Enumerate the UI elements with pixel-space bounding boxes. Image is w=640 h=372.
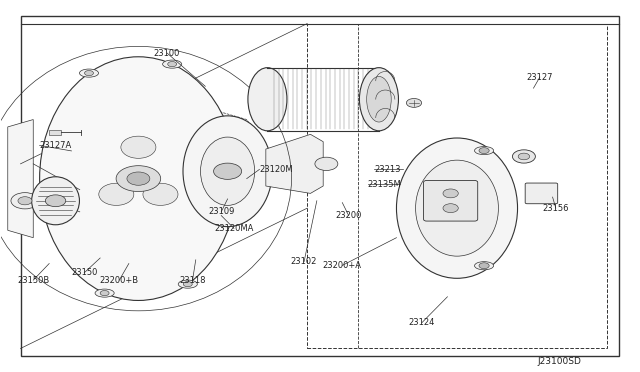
Text: 23102: 23102 (291, 257, 317, 266)
Text: 23109: 23109 (208, 207, 234, 217)
Circle shape (438, 197, 476, 219)
Circle shape (18, 197, 32, 205)
Text: 23200+A: 23200+A (323, 261, 362, 270)
Ellipse shape (99, 183, 134, 205)
Ellipse shape (143, 183, 178, 205)
Text: 23200+B: 23200+B (100, 276, 139, 285)
Text: 23135M: 23135M (368, 180, 401, 189)
Bar (49, 130, 61, 135)
Circle shape (513, 150, 536, 163)
Text: J23100SD: J23100SD (538, 357, 581, 366)
Text: 23213: 23213 (374, 165, 401, 174)
Ellipse shape (474, 147, 493, 155)
Circle shape (518, 153, 530, 160)
Polygon shape (170, 109, 266, 215)
Circle shape (45, 195, 66, 207)
Text: 23150: 23150 (71, 268, 97, 277)
Polygon shape (8, 119, 33, 238)
Text: 23118: 23118 (179, 276, 206, 285)
FancyBboxPatch shape (525, 183, 557, 204)
Text: 23156: 23156 (543, 203, 569, 213)
Circle shape (11, 193, 39, 209)
Circle shape (214, 163, 242, 179)
Polygon shape (266, 134, 323, 193)
Ellipse shape (415, 160, 499, 256)
Circle shape (127, 172, 150, 185)
Text: 23120M: 23120M (259, 165, 293, 174)
Ellipse shape (248, 68, 287, 131)
Ellipse shape (474, 262, 493, 270)
Text: 23127A: 23127A (40, 141, 72, 150)
Ellipse shape (163, 60, 182, 68)
Circle shape (479, 148, 489, 154)
Text: 23120MA: 23120MA (214, 224, 253, 233)
Ellipse shape (396, 138, 518, 278)
Text: 23100: 23100 (154, 49, 180, 58)
Circle shape (183, 282, 192, 287)
Circle shape (406, 99, 422, 108)
Ellipse shape (31, 177, 79, 225)
Circle shape (443, 189, 458, 198)
Circle shape (100, 291, 109, 296)
FancyBboxPatch shape (424, 180, 477, 221)
Ellipse shape (121, 136, 156, 158)
Ellipse shape (178, 280, 197, 288)
Ellipse shape (183, 116, 272, 227)
Ellipse shape (200, 137, 255, 205)
Circle shape (116, 166, 161, 192)
Ellipse shape (79, 69, 99, 77)
Ellipse shape (95, 289, 114, 297)
Ellipse shape (367, 76, 391, 122)
Circle shape (168, 61, 177, 67)
Ellipse shape (360, 68, 399, 131)
Circle shape (443, 204, 458, 212)
Circle shape (84, 71, 93, 76)
Text: 23124: 23124 (409, 318, 435, 327)
Text: 23150B: 23150B (17, 276, 49, 285)
Ellipse shape (40, 57, 237, 301)
Circle shape (479, 263, 489, 269)
Circle shape (315, 157, 338, 170)
Text: 23127: 23127 (527, 73, 553, 81)
Text: 23200: 23200 (335, 211, 362, 220)
